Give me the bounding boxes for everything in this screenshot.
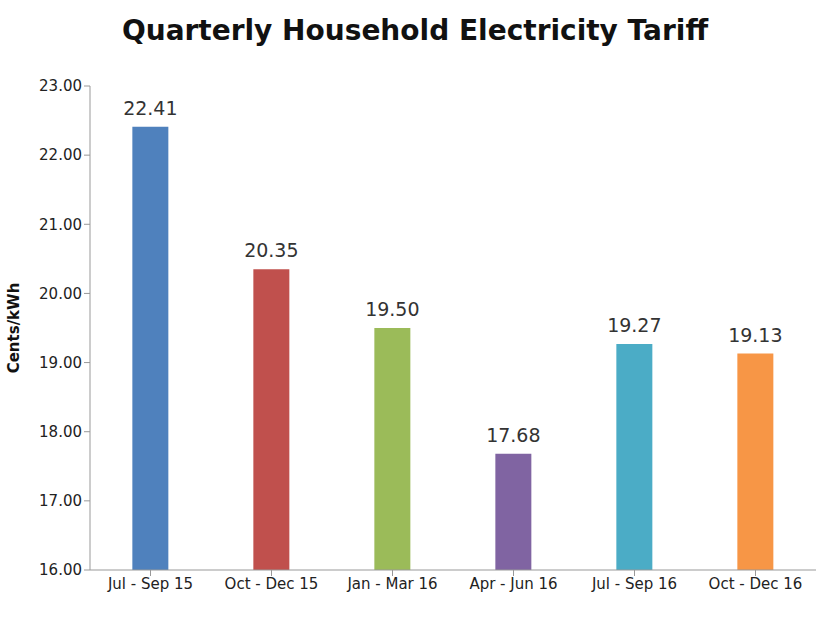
svg-text:23.00: 23.00 (39, 77, 82, 95)
svg-text:19.00: 19.00 (39, 354, 82, 372)
svg-text:21.00: 21.00 (39, 216, 82, 234)
svg-text:18.00: 18.00 (39, 423, 82, 441)
svg-text:20.00: 20.00 (39, 285, 82, 303)
svg-text:Jan - Mar 16: Jan - Mar 16 (346, 575, 437, 593)
svg-text:Cents/kWh: Cents/kWh (8, 283, 23, 374)
svg-text:19.13: 19.13 (728, 324, 782, 346)
svg-text:Jul - Sep 16: Jul - Sep 16 (591, 575, 677, 593)
svg-text:Oct - Dec 15: Oct - Dec 15 (225, 575, 319, 593)
svg-text:17.00: 17.00 (39, 492, 82, 510)
svg-text:20.35: 20.35 (244, 239, 298, 261)
svg-text:Oct - Dec 16: Oct - Dec 16 (709, 575, 803, 593)
svg-text:19.27: 19.27 (607, 314, 661, 336)
svg-text:17.68: 17.68 (486, 424, 540, 446)
svg-text:16.00: 16.00 (39, 561, 82, 579)
svg-text:22.00: 22.00 (39, 146, 82, 164)
html-text:Quarterly Household Electricit: Quarterly Household Electricity Tariff (121, 14, 709, 47)
svg-text:19.50: 19.50 (365, 298, 419, 320)
svg-text:22.41: 22.41 (123, 97, 177, 119)
svg-text:Apr - Jun 16: Apr - Jun 16 (469, 575, 557, 593)
svg-text:Jul - Sep 15: Jul - Sep 15 (107, 575, 193, 593)
